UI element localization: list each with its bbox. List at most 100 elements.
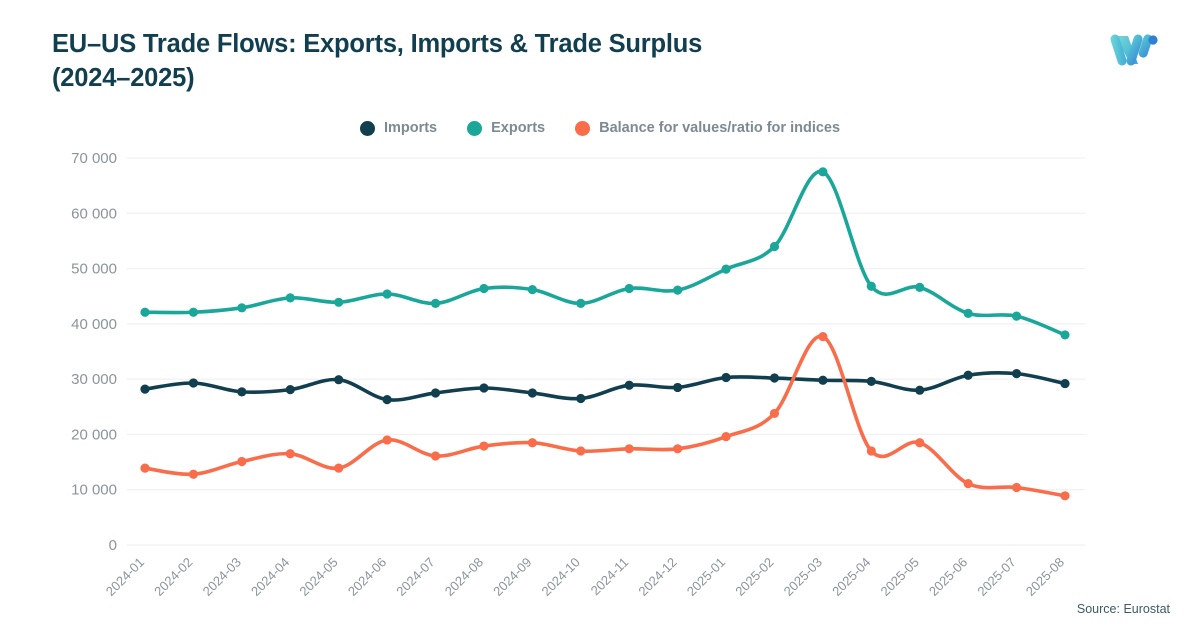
data-point[interactable] xyxy=(140,463,150,473)
data-point[interactable] xyxy=(624,380,634,390)
x-axis-tick-label: 2025-01 xyxy=(684,555,728,599)
data-point[interactable] xyxy=(673,382,683,393)
x-axis-tick-label: 2024-03 xyxy=(200,555,244,599)
x-axis-tick-label: 2025-04 xyxy=(829,555,873,599)
data-point[interactable] xyxy=(188,307,199,317)
data-point[interactable] xyxy=(430,451,441,461)
data-point[interactable] xyxy=(963,370,973,380)
x-axis-tick-labels: 2024-01 2024-02 2024-03 2024-04 2024-05 2024-… xyxy=(103,555,1067,599)
data-point[interactable] xyxy=(624,283,634,294)
data-point[interactable] xyxy=(866,446,876,456)
data-point[interactable] xyxy=(915,282,925,292)
data-point[interactable] xyxy=(188,378,199,388)
data-point[interactable] xyxy=(866,376,876,386)
data-point[interactable] xyxy=(334,297,344,307)
data-point[interactable] xyxy=(721,264,731,274)
data-point[interactable] xyxy=(285,293,295,303)
legend-item-imports[interactable]: Imports xyxy=(359,120,438,136)
data-point[interactable] xyxy=(237,303,247,313)
data-point[interactable] xyxy=(334,463,344,473)
data-point[interactable] xyxy=(527,438,537,448)
series-exports xyxy=(140,167,1070,340)
data-point[interactable] xyxy=(479,441,489,451)
data-point[interactable] xyxy=(915,438,925,448)
data-point[interactable] xyxy=(818,167,828,177)
x-axis-tick-label: 2025-07 xyxy=(974,555,1018,599)
data-point[interactable] xyxy=(963,479,973,489)
x-axis-tick-label: 2024-12 xyxy=(635,555,679,599)
data-point[interactable] xyxy=(1060,378,1070,389)
data-point[interactable] xyxy=(188,469,199,479)
series-balance xyxy=(140,331,1070,501)
data-point[interactable] xyxy=(382,289,392,299)
data-point[interactable] xyxy=(285,385,295,395)
x-axis-tick-label: 2024-10 xyxy=(539,555,583,599)
data-point[interactable] xyxy=(673,285,683,295)
data-point[interactable] xyxy=(818,331,828,342)
w-logo xyxy=(1108,28,1170,74)
y-axis-tick-label: 30 000 xyxy=(71,371,117,388)
data-point[interactable] xyxy=(527,388,537,398)
legend-dot-balance xyxy=(575,120,591,136)
source-caption: Source: Eurostat xyxy=(1076,602,1170,616)
legend-dot-imports xyxy=(359,120,375,136)
y-axis-tick-label: 0 xyxy=(109,537,117,554)
data-point[interactable] xyxy=(673,444,683,454)
legend-label-imports: Imports xyxy=(383,120,438,136)
series-line xyxy=(143,371,1067,402)
data-point[interactable] xyxy=(430,388,441,398)
y-axis-tick-label: 60 000 xyxy=(71,205,117,222)
y-axis-tick-label: 40 000 xyxy=(71,316,117,333)
x-axis-tick-label: 2025-08 xyxy=(1023,555,1067,599)
data-point[interactable] xyxy=(1011,369,1022,379)
legend-item-balance[interactable]: Balance for values/ratio for indices xyxy=(575,120,840,136)
data-point[interactable] xyxy=(430,298,441,309)
data-point[interactable] xyxy=(479,283,489,294)
data-point[interactable] xyxy=(237,456,247,467)
series-line xyxy=(143,334,1067,498)
legend-label-balance: Balance for values/ratio for indices xyxy=(599,120,841,136)
data-point[interactable] xyxy=(382,435,392,445)
data-point[interactable] xyxy=(769,408,780,419)
data-point[interactable] xyxy=(1011,311,1022,321)
x-axis-tick-label: 2024-08 xyxy=(442,555,486,599)
data-point[interactable] xyxy=(576,446,586,456)
data-point[interactable] xyxy=(1060,330,1070,340)
x-axis-tick-label: 2024-05 xyxy=(296,555,340,599)
data-point[interactable] xyxy=(576,298,586,309)
page-title-line-1: EU–US Trade Flows: Exports, Imports & Tr… xyxy=(52,30,703,58)
y-axis-tick-label: 10 000 xyxy=(71,482,117,499)
legend-item-exports[interactable]: Exports xyxy=(467,120,545,136)
data-point[interactable] xyxy=(866,281,876,291)
data-point[interactable] xyxy=(721,372,731,383)
data-point[interactable] xyxy=(624,444,634,454)
data-point[interactable] xyxy=(769,241,780,252)
data-point[interactable] xyxy=(334,375,344,385)
series-imports xyxy=(140,369,1070,405)
data-point[interactable] xyxy=(140,307,150,317)
data-point[interactable] xyxy=(140,384,150,394)
page-title: EU–US Trade Flows: Exports, Imports & Tr… xyxy=(52,28,912,95)
data-point[interactable] xyxy=(963,308,973,318)
chart-legend: Imports Exports Balance for values/ratio… xyxy=(0,120,1200,136)
data-point[interactable] xyxy=(479,383,489,393)
data-point[interactable] xyxy=(1011,482,1022,493)
data-point[interactable] xyxy=(721,432,731,442)
x-axis-tick-label: 2024-06 xyxy=(345,555,389,599)
data-point[interactable] xyxy=(382,394,392,405)
data-point[interactable] xyxy=(818,375,828,385)
page-title-line-2: (2024–2025) xyxy=(52,63,195,92)
data-point[interactable] xyxy=(576,393,586,404)
data-point[interactable] xyxy=(237,387,247,397)
data-point[interactable] xyxy=(769,373,780,383)
data-point[interactable] xyxy=(1060,491,1070,501)
data-point[interactable] xyxy=(527,284,537,295)
data-point[interactable] xyxy=(915,385,925,395)
y-gridlines: 0 10 000 20 000 30 000 40 000 50 000 60 000 70 … xyxy=(71,150,1085,554)
data-point[interactable] xyxy=(285,449,295,459)
x-axis-tick-label: 2024-01 xyxy=(103,555,147,599)
series-line xyxy=(143,169,1067,337)
